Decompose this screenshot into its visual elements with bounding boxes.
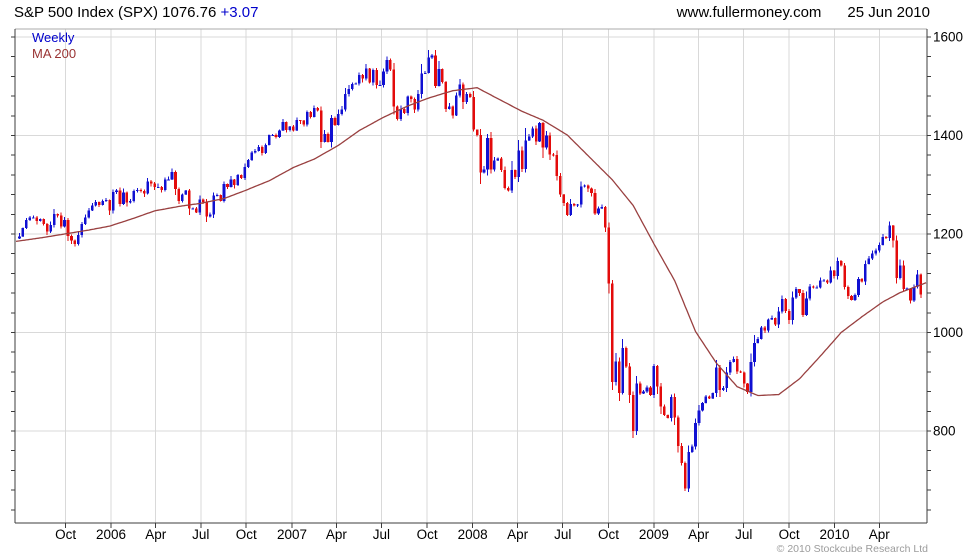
y-axis-label: 1400 bbox=[933, 128, 963, 143]
x-axis-label: Apr bbox=[326, 527, 348, 542]
x-axis-label: Jul bbox=[554, 527, 571, 542]
x-axis-label: Oct bbox=[598, 527, 619, 542]
x-axis-label: Jul bbox=[735, 527, 752, 542]
x-axis-label: 2006 bbox=[96, 527, 126, 542]
x-axis-label: 2007 bbox=[277, 527, 307, 542]
x-axis-label: Oct bbox=[417, 527, 438, 542]
y-axis-labels: 800 1000 1200 1400 1600 bbox=[933, 30, 963, 439]
ma200-line bbox=[15, 87, 927, 397]
legend-ma200: MA 200 bbox=[32, 46, 77, 61]
candlestick-series bbox=[18, 49, 923, 492]
header-right: www.fullermoney.com 25 Jun 2010 bbox=[677, 4, 930, 21]
y-axis-label: 1200 bbox=[933, 227, 963, 242]
x-axis-label: Jul bbox=[192, 527, 209, 542]
axis-ticks bbox=[11, 36, 931, 528]
chart-date: 25 Jun 2010 bbox=[847, 4, 930, 21]
x-axis-label: Jul bbox=[373, 527, 390, 542]
instrument-and-price: S&P 500 Index (SPX) 1076.76 bbox=[14, 4, 221, 21]
chart-title: S&P 500 Index (SPX) 1076.76 +3.07 bbox=[14, 4, 259, 21]
plot-border bbox=[14, 28, 928, 524]
x-axis-labels: Oct 2006 Apr Jul Oct 2007 Apr Jul Oct 2008 Apr Jul O… bbox=[55, 527, 890, 542]
x-axis-label: Apr bbox=[145, 527, 167, 542]
site-url: www.fullermoney.com bbox=[676, 4, 822, 21]
price-change: +3.07 bbox=[220, 4, 259, 21]
x-axis-label: Oct bbox=[236, 527, 257, 542]
x-axis-label: Apr bbox=[688, 527, 710, 542]
x-axis-label: 2010 bbox=[820, 527, 850, 542]
y-axis-label: 1000 bbox=[933, 325, 963, 340]
gridlines bbox=[15, 29, 927, 523]
x-axis-label: 2008 bbox=[458, 527, 488, 542]
legend-weekly: Weekly bbox=[32, 30, 75, 45]
x-axis-label: Apr bbox=[507, 527, 529, 542]
y-axis-label: 1600 bbox=[933, 30, 963, 45]
copyright-notice: © 2010 Stockcube Research Ltd bbox=[776, 543, 928, 555]
x-axis-label: Oct bbox=[55, 527, 76, 542]
x-axis-label: Apr bbox=[869, 527, 891, 542]
y-axis-label: 800 bbox=[933, 424, 956, 439]
x-axis-label: 2009 bbox=[639, 527, 669, 542]
x-axis-label: Oct bbox=[779, 527, 800, 542]
